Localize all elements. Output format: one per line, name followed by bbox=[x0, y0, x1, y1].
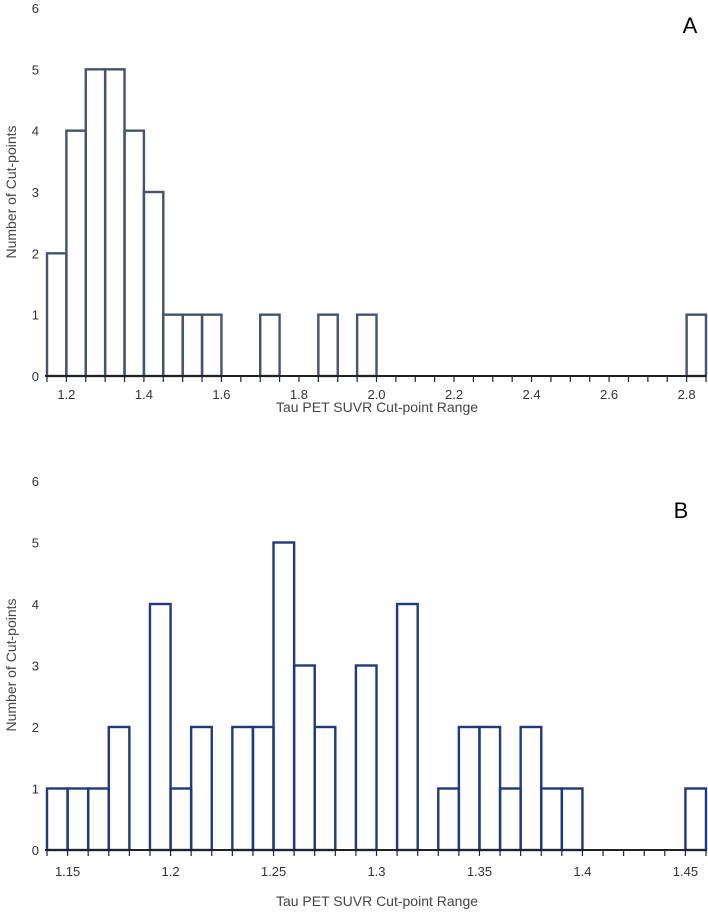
panel-b-x-tick-label: 1.15 bbox=[55, 864, 80, 879]
panel-a-x-tick-label: 2.2 bbox=[445, 387, 463, 402]
panel-a-x-tick-label: 1.8 bbox=[290, 387, 308, 402]
panel-a-y-tick-label: 6 bbox=[32, 1, 39, 16]
panel-a-x-tick-label: 1.4 bbox=[135, 387, 153, 402]
panel-a-bar bbox=[685, 313, 708, 378]
panel-a-y-axis-title: Number of Cut-points bbox=[3, 125, 19, 258]
panel-b-bar bbox=[519, 725, 543, 852]
panel-b-bar bbox=[560, 787, 584, 852]
panel-a-x-axis-title: Tau PET SUVR Cut-point Range bbox=[276, 399, 478, 415]
panel-b-y-tick-label: 2 bbox=[32, 720, 39, 735]
panel-a-x-tick-label: 1.2 bbox=[57, 387, 75, 402]
panel-b-bar bbox=[107, 725, 131, 852]
panel-a-bar bbox=[65, 129, 87, 378]
panel-b-bars bbox=[45, 541, 708, 852]
panel-a-x-tick-label: 1.6 bbox=[212, 387, 230, 402]
panel-a-x-tick-label: 2.4 bbox=[523, 387, 541, 402]
panel-a-y-tick-label: 5 bbox=[32, 62, 39, 77]
panel-b-x-ticks: 1.15 1.2 1.25 1.3 1.35 1.4 1.45 bbox=[46, 850, 707, 879]
panel-b-bar bbox=[169, 787, 193, 852]
panel-b-bar bbox=[354, 664, 378, 852]
panel-a-x-tick-label: 2.8 bbox=[678, 387, 696, 402]
panel-a-bar bbox=[84, 68, 107, 378]
panel-a-bar bbox=[162, 313, 184, 378]
panel-b-x-tick-label: 1.45 bbox=[673, 864, 698, 879]
panel-a-label: A bbox=[683, 13, 698, 38]
panel-b-bar bbox=[478, 725, 502, 852]
panel-a-bar bbox=[355, 313, 378, 378]
panel-a-bar bbox=[142, 190, 165, 378]
panel-a-y-tick-label: 2 bbox=[32, 246, 39, 261]
panel-b-bar bbox=[313, 725, 337, 852]
panel-b-x-tick-label: 1.35 bbox=[467, 864, 492, 879]
panel-b-y-tick-label: 3 bbox=[32, 659, 39, 674]
panel-b-bar bbox=[395, 602, 419, 852]
panel-b-x-axis-title: Tau PET SUVR Cut-point Range bbox=[276, 893, 478, 909]
panel-a-y-ticks: 0 1 2 3 4 5 6 bbox=[32, 1, 39, 384]
panel-a: Number of Cut-points Tau PET SUVR Cut-po… bbox=[3, 1, 708, 415]
panel-b-label: B bbox=[674, 498, 689, 523]
panel-a-bars bbox=[45, 68, 708, 378]
panel-a-y-tick-label: 4 bbox=[32, 124, 39, 139]
panel-b-bar bbox=[231, 725, 255, 852]
panel-b-y-tick-label: 1 bbox=[32, 782, 39, 797]
panel-a-bar bbox=[259, 313, 281, 378]
panel-b-x-tick-label: 1.25 bbox=[261, 864, 286, 879]
panel-b-bar bbox=[45, 787, 69, 852]
panel-b-bar bbox=[684, 787, 708, 852]
panel-b: Number of Cut-points Tau PET SUVR Cut-po… bbox=[3, 474, 708, 909]
panel-a-x-tick-label: 2.0 bbox=[367, 387, 385, 402]
panel-b-y-tick-label: 5 bbox=[32, 536, 39, 551]
panel-a-bar bbox=[123, 129, 146, 378]
panel-a-bar bbox=[317, 313, 339, 378]
panel-b-bar bbox=[66, 787, 90, 852]
panel-b-bar bbox=[272, 541, 296, 852]
panel-b-x-tick-label: 1.3 bbox=[367, 864, 385, 879]
panel-b-y-tick-label: 0 bbox=[32, 843, 39, 858]
panel-a-y-tick-label: 0 bbox=[32, 369, 39, 384]
panel-a-y-tick-label: 1 bbox=[32, 308, 39, 323]
panel-b-bar bbox=[540, 787, 564, 852]
panel-b-bar bbox=[292, 664, 316, 852]
panel-a-bar bbox=[181, 313, 204, 378]
panel-b-bar bbox=[148, 602, 172, 852]
panel-b-bar bbox=[457, 725, 481, 852]
panel-b-x-tick-label: 1.2 bbox=[162, 864, 180, 879]
panel-a-bar bbox=[45, 252, 68, 378]
panel-b-bar bbox=[437, 787, 461, 852]
panel-b-y-ticks: 0 1 2 3 4 5 6 bbox=[32, 474, 39, 858]
panel-a-x-tick-label: 2.6 bbox=[600, 387, 618, 402]
panel-b-x-tick-label: 1.4 bbox=[573, 864, 591, 879]
panel-a-bar bbox=[103, 68, 126, 378]
panel-b-bar bbox=[189, 725, 213, 852]
panel-b-bar bbox=[498, 787, 522, 852]
panel-a-bar bbox=[200, 313, 223, 378]
panel-b-bar bbox=[86, 787, 110, 852]
panel-a-y-tick-label: 3 bbox=[32, 185, 39, 200]
panel-b-y-tick-label: 4 bbox=[32, 597, 39, 612]
panel-b-y-axis-title: Number of Cut-points bbox=[3, 598, 19, 731]
panel-a-x-ticks: 1.2 1.4 1.6 1.8 2.0 2.2 2.4 2.6 2.8 bbox=[46, 376, 707, 402]
panel-b-bar bbox=[251, 725, 275, 852]
panel-b-y-tick-label: 6 bbox=[32, 474, 39, 489]
